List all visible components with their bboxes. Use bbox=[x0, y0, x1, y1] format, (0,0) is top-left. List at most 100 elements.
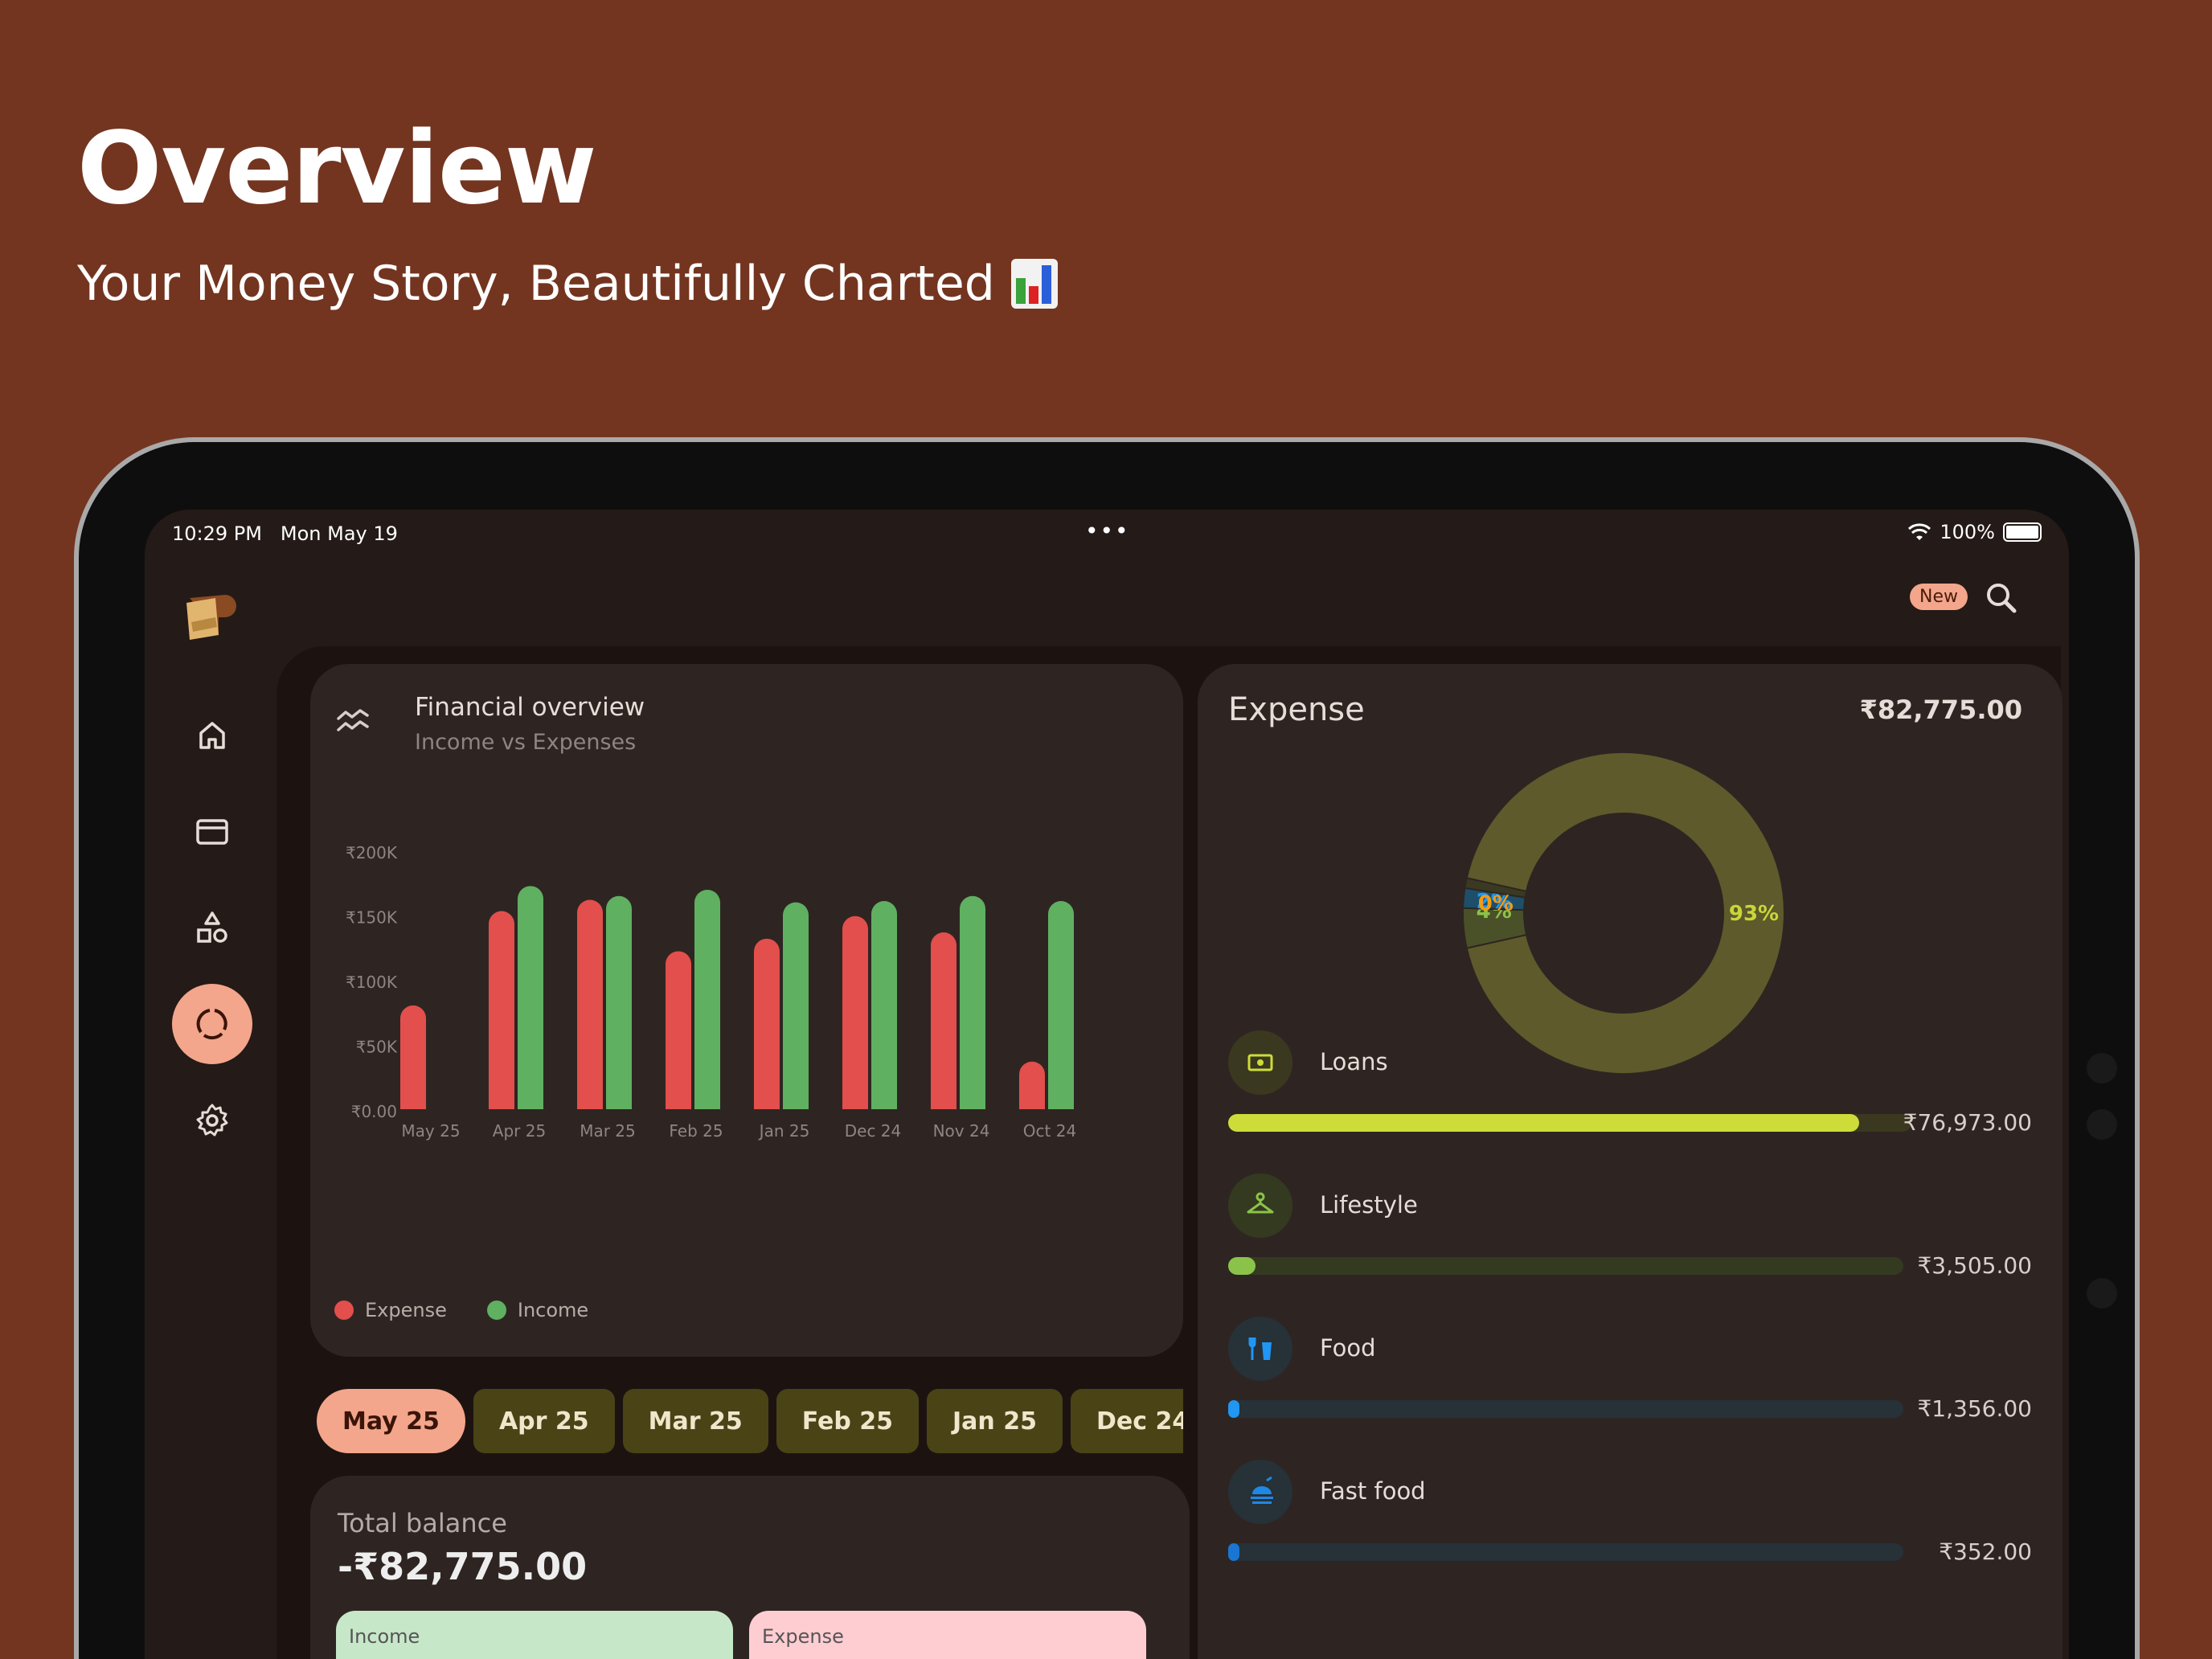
category-icon-wrap bbox=[1228, 1030, 1292, 1095]
new-badge[interactable]: New bbox=[1910, 584, 1968, 610]
x-tick-label: Mar 25 bbox=[580, 1121, 636, 1141]
category-progress-track bbox=[1228, 1114, 1911, 1132]
expense-total: ₹82,775.00 bbox=[1859, 694, 2022, 725]
category-name: Fast food bbox=[1320, 1477, 1426, 1505]
utensils-icon bbox=[1248, 1337, 1272, 1360]
bar-base bbox=[931, 1096, 956, 1109]
bar-income[interactable] bbox=[871, 901, 897, 1109]
category-amount: ₹76,973.00 bbox=[1903, 1109, 2032, 1136]
bar-income[interactable] bbox=[783, 902, 809, 1109]
bar-expense[interactable] bbox=[400, 1005, 426, 1109]
expense-category-item[interactable]: Fast food ₹352.00 bbox=[1228, 1460, 2032, 1588]
search-icon[interactable] bbox=[1982, 579, 2021, 617]
category-name: Food bbox=[1320, 1334, 1376, 1362]
hero-title: Overview bbox=[77, 111, 596, 227]
app-screen: 10:29 PM Mon May 19 ••• 100% New bbox=[145, 510, 2069, 1659]
month-tab[interactable]: May 25 bbox=[317, 1389, 465, 1453]
bar-base bbox=[754, 1096, 780, 1109]
bar-base bbox=[871, 1096, 897, 1109]
bar-base bbox=[489, 1096, 514, 1109]
income-summary[interactable]: Income bbox=[336, 1611, 733, 1659]
expense-card: Expense ₹82,775.00 93% 4% 2% 0% Loans ₹76,97… bbox=[1198, 664, 2062, 1659]
expense-category-item[interactable]: Loans ₹76,973.00 bbox=[1228, 1030, 2032, 1159]
bar-expense[interactable] bbox=[754, 938, 780, 1109]
month-tab[interactable]: Jan 25 bbox=[927, 1389, 1063, 1453]
bar-base bbox=[400, 1096, 426, 1109]
month-tab[interactable]: Dec 24 bbox=[1070, 1389, 1183, 1453]
category-progress-fill bbox=[1228, 1257, 1256, 1275]
bar-base bbox=[518, 1096, 543, 1109]
bar-expense[interactable] bbox=[489, 911, 514, 1109]
bar-base bbox=[1019, 1096, 1045, 1109]
status-bar: 10:29 PM Mon May 19 ••• 100% bbox=[145, 510, 2069, 558]
donut-slice[interactable] bbox=[1465, 752, 1785, 1075]
hanger-icon bbox=[1247, 1192, 1274, 1214]
gear-icon bbox=[196, 1104, 228, 1137]
donut-slice[interactable] bbox=[1464, 877, 1528, 899]
nav-settings[interactable] bbox=[172, 1080, 252, 1161]
side-button bbox=[2087, 1109, 2117, 1140]
donut-label: 0% bbox=[1478, 892, 1514, 916]
sidebar-nav bbox=[172, 694, 252, 1177]
category-progress-fill bbox=[1228, 1400, 1239, 1418]
category-progress-fill bbox=[1228, 1114, 1859, 1132]
total-balance-card: Total balance -₹82,775.00 Income Expense bbox=[310, 1476, 1190, 1659]
category-progress-track bbox=[1228, 1257, 1903, 1275]
y-tick-label: ₹100K bbox=[346, 973, 398, 992]
bar-income[interactable] bbox=[694, 890, 720, 1109]
nav-cards[interactable] bbox=[172, 791, 252, 871]
bar-base bbox=[783, 1096, 809, 1109]
bar-income[interactable] bbox=[518, 886, 543, 1109]
bar-base bbox=[577, 1096, 603, 1109]
category-icon-wrap bbox=[1228, 1460, 1292, 1524]
category-icon-wrap bbox=[1228, 1174, 1292, 1238]
bar-income[interactable] bbox=[960, 895, 985, 1109]
battery-icon bbox=[2003, 522, 2042, 542]
nav-overview[interactable] bbox=[172, 984, 252, 1064]
status-time-date: 10:29 PM Mon May 19 bbox=[172, 522, 398, 545]
nav-categories[interactable] bbox=[172, 887, 252, 968]
bar-expense[interactable] bbox=[931, 932, 956, 1109]
category-amount: ₹3,505.00 bbox=[1917, 1252, 2032, 1279]
x-tick-label: Feb 25 bbox=[669, 1121, 723, 1141]
bar-income[interactable] bbox=[606, 895, 632, 1109]
wallet-logo-icon[interactable] bbox=[183, 590, 240, 646]
hero-subtitle: Your Money Story, Beautifully Charted bbox=[77, 256, 1058, 312]
expense-donut-chart[interactable]: 93%4%2%0% bbox=[1455, 744, 1792, 1082]
category-name: Loans bbox=[1320, 1048, 1388, 1075]
nav-home[interactable] bbox=[172, 694, 252, 775]
bar-income[interactable] bbox=[1048, 901, 1074, 1109]
balance-value: -₹82,775.00 bbox=[338, 1545, 588, 1588]
bar-base bbox=[842, 1096, 868, 1109]
expense-category-item[interactable]: Food ₹1,356.00 bbox=[1228, 1317, 2032, 1445]
y-tick-label: ₹150K bbox=[346, 908, 398, 928]
month-tab[interactable]: Apr 25 bbox=[473, 1389, 615, 1453]
x-tick-label: Apr 25 bbox=[493, 1121, 546, 1141]
bar-expense[interactable] bbox=[666, 951, 691, 1109]
bar-chart-emoji-icon bbox=[1010, 259, 1058, 309]
x-tick-label: May 25 bbox=[401, 1121, 460, 1141]
wifi-icon bbox=[1908, 523, 1931, 540]
month-tab[interactable]: Mar 25 bbox=[622, 1389, 768, 1453]
chart-legend: Expense Income bbox=[334, 1299, 588, 1321]
card-icon bbox=[196, 819, 228, 845]
legend-expense[interactable]: Expense bbox=[334, 1299, 447, 1321]
x-tick-label: Oct 24 bbox=[1023, 1121, 1076, 1141]
financial-overview-card: Financial overview Income vs Expenses ₹2… bbox=[310, 664, 1183, 1357]
bar-expense[interactable] bbox=[842, 916, 868, 1109]
bar-expense[interactable] bbox=[577, 899, 603, 1109]
bar-base bbox=[606, 1096, 632, 1109]
month-tab[interactable]: Feb 25 bbox=[776, 1389, 920, 1453]
shapes-icon bbox=[197, 911, 227, 943]
hero-subtitle-text: Your Money Story, Beautifully Charted bbox=[77, 256, 995, 312]
bar-base bbox=[694, 1096, 720, 1109]
multitask-dots-icon[interactable]: ••• bbox=[1085, 518, 1130, 544]
x-tick-label: Jan 25 bbox=[758, 1121, 810, 1141]
legend-income[interactable]: Income bbox=[486, 1299, 588, 1321]
expense-category-item[interactable]: Lifestyle ₹3,505.00 bbox=[1228, 1174, 2032, 1302]
expense-title: Expense bbox=[1228, 691, 1365, 728]
expense-summary[interactable]: Expense bbox=[749, 1611, 1146, 1659]
home-icon bbox=[199, 722, 225, 749]
